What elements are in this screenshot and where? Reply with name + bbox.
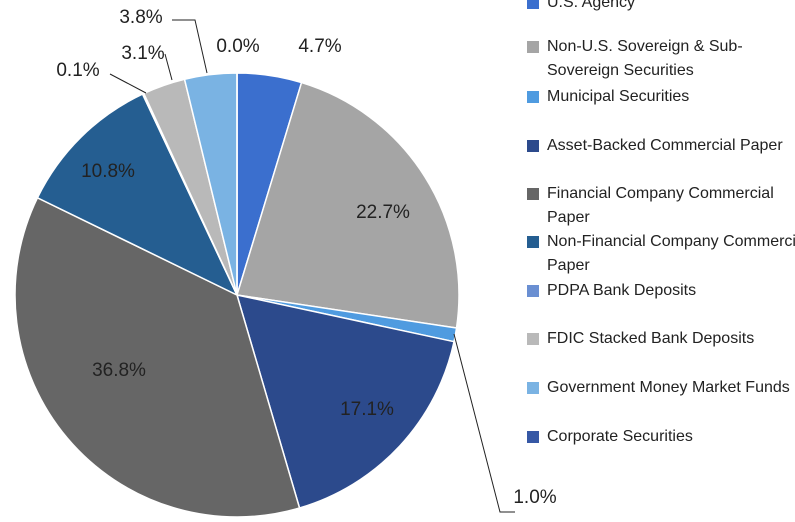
data-label: 17.1% — [340, 399, 394, 420]
legend-swatch — [527, 382, 539, 394]
leader-line — [453, 333, 515, 513]
legend-swatch — [527, 285, 539, 297]
legend-item: Corporate Securities — [527, 425, 795, 449]
legend-swatch — [527, 188, 539, 200]
pie-slice — [236, 81, 460, 329]
legend-label: Government Money Market Funds — [547, 379, 790, 396]
legend-label: PDPA Bank Deposits — [547, 282, 697, 299]
legend-swatch — [527, 333, 539, 345]
legend-label: Asset-Backed Commercial Paper — [547, 137, 783, 154]
legend-item: U.S. Agency — [527, 0, 795, 15]
legend-label: Municipal Securities — [547, 88, 690, 105]
legend-swatch — [527, 0, 539, 9]
pie-slice — [14, 196, 301, 518]
legend-item: FDIC Stacked Bank Deposits — [527, 327, 795, 351]
data-label: 3.8% — [119, 7, 162, 28]
legend-swatch — [527, 431, 539, 443]
legend-swatch — [527, 140, 539, 152]
legend-swatch — [527, 41, 539, 53]
leader-line — [172, 19, 208, 74]
legend-label: FDIC Stacked Bank Deposits — [547, 330, 755, 347]
legend-item: Non-Financial Company Commercial Paper — [527, 230, 795, 278]
legend-label: U.S. Agency — [547, 0, 636, 11]
data-label: 36.8% — [92, 360, 146, 381]
leader-line — [109, 73, 147, 94]
legend-item: PDPA Bank Deposits — [527, 279, 795, 303]
data-label: 0.0% — [216, 36, 259, 57]
data-label: 1.0% — [513, 487, 556, 508]
legend-label: Non-U.S. Sovereign & Sub-Sovereign Secur… — [547, 38, 743, 79]
legend-item: Asset-Backed Commercial Paper — [527, 134, 795, 158]
legend-swatch — [527, 91, 539, 103]
legend-label: Financial Company Commercial Paper — [547, 185, 774, 226]
data-label: 22.7% — [356, 202, 410, 223]
pie-slice — [235, 294, 455, 509]
legend-item: Municipal Securities — [527, 85, 795, 109]
legend-label: Corporate Securities — [547, 428, 693, 445]
legend-label: Non-Financial Company Commercial Paper — [547, 233, 795, 274]
legend-item: Government Money Market Funds — [527, 376, 795, 400]
legend-swatch — [527, 236, 539, 248]
data-label: 0.1% — [56, 60, 99, 81]
data-label: 10.8% — [81, 161, 135, 182]
data-label: 4.7% — [298, 36, 341, 57]
legend-item: Financial Company Commercial Paper — [527, 182, 795, 230]
legend-item: Non-U.S. Sovereign & Sub-Sovereign Secur… — [527, 35, 795, 83]
leader-line — [164, 53, 173, 81]
data-label: 3.1% — [121, 43, 164, 64]
pie-slice — [36, 93, 239, 297]
